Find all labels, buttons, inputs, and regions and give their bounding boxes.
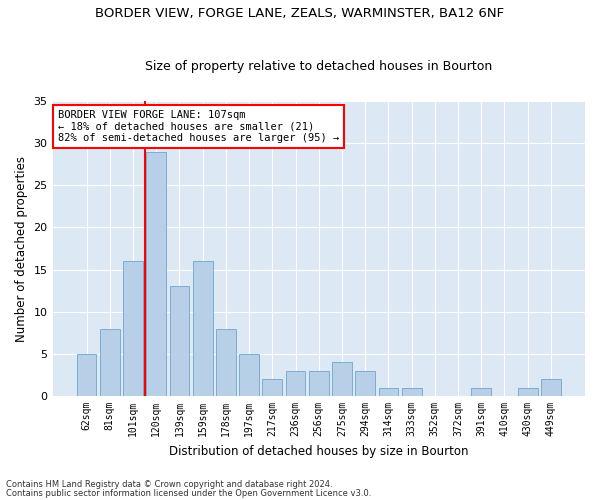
Bar [216, 328, 236, 396]
Bar [309, 371, 329, 396]
Bar [541, 379, 561, 396]
Bar [170, 286, 190, 396]
Bar [332, 362, 352, 396]
Bar [123, 261, 143, 396]
Bar [379, 388, 398, 396]
Text: Contains public sector information licensed under the Open Government Licence v3: Contains public sector information licen… [6, 488, 371, 498]
Bar [518, 388, 538, 396]
X-axis label: Distribution of detached houses by size in Bourton: Distribution of detached houses by size … [169, 444, 469, 458]
Bar [355, 371, 375, 396]
Bar [472, 388, 491, 396]
Title: Size of property relative to detached houses in Bourton: Size of property relative to detached ho… [145, 60, 493, 74]
Text: BORDER VIEW FORGE LANE: 107sqm
← 18% of detached houses are smaller (21)
82% of : BORDER VIEW FORGE LANE: 107sqm ← 18% of … [58, 110, 339, 143]
Bar [77, 354, 97, 396]
Y-axis label: Number of detached properties: Number of detached properties [15, 156, 28, 342]
Bar [262, 379, 282, 396]
Bar [193, 261, 212, 396]
Bar [100, 328, 119, 396]
Bar [286, 371, 305, 396]
Bar [146, 152, 166, 396]
Text: Contains HM Land Registry data © Crown copyright and database right 2024.: Contains HM Land Registry data © Crown c… [6, 480, 332, 489]
Text: BORDER VIEW, FORGE LANE, ZEALS, WARMINSTER, BA12 6NF: BORDER VIEW, FORGE LANE, ZEALS, WARMINST… [95, 8, 505, 20]
Bar [239, 354, 259, 396]
Bar [402, 388, 422, 396]
